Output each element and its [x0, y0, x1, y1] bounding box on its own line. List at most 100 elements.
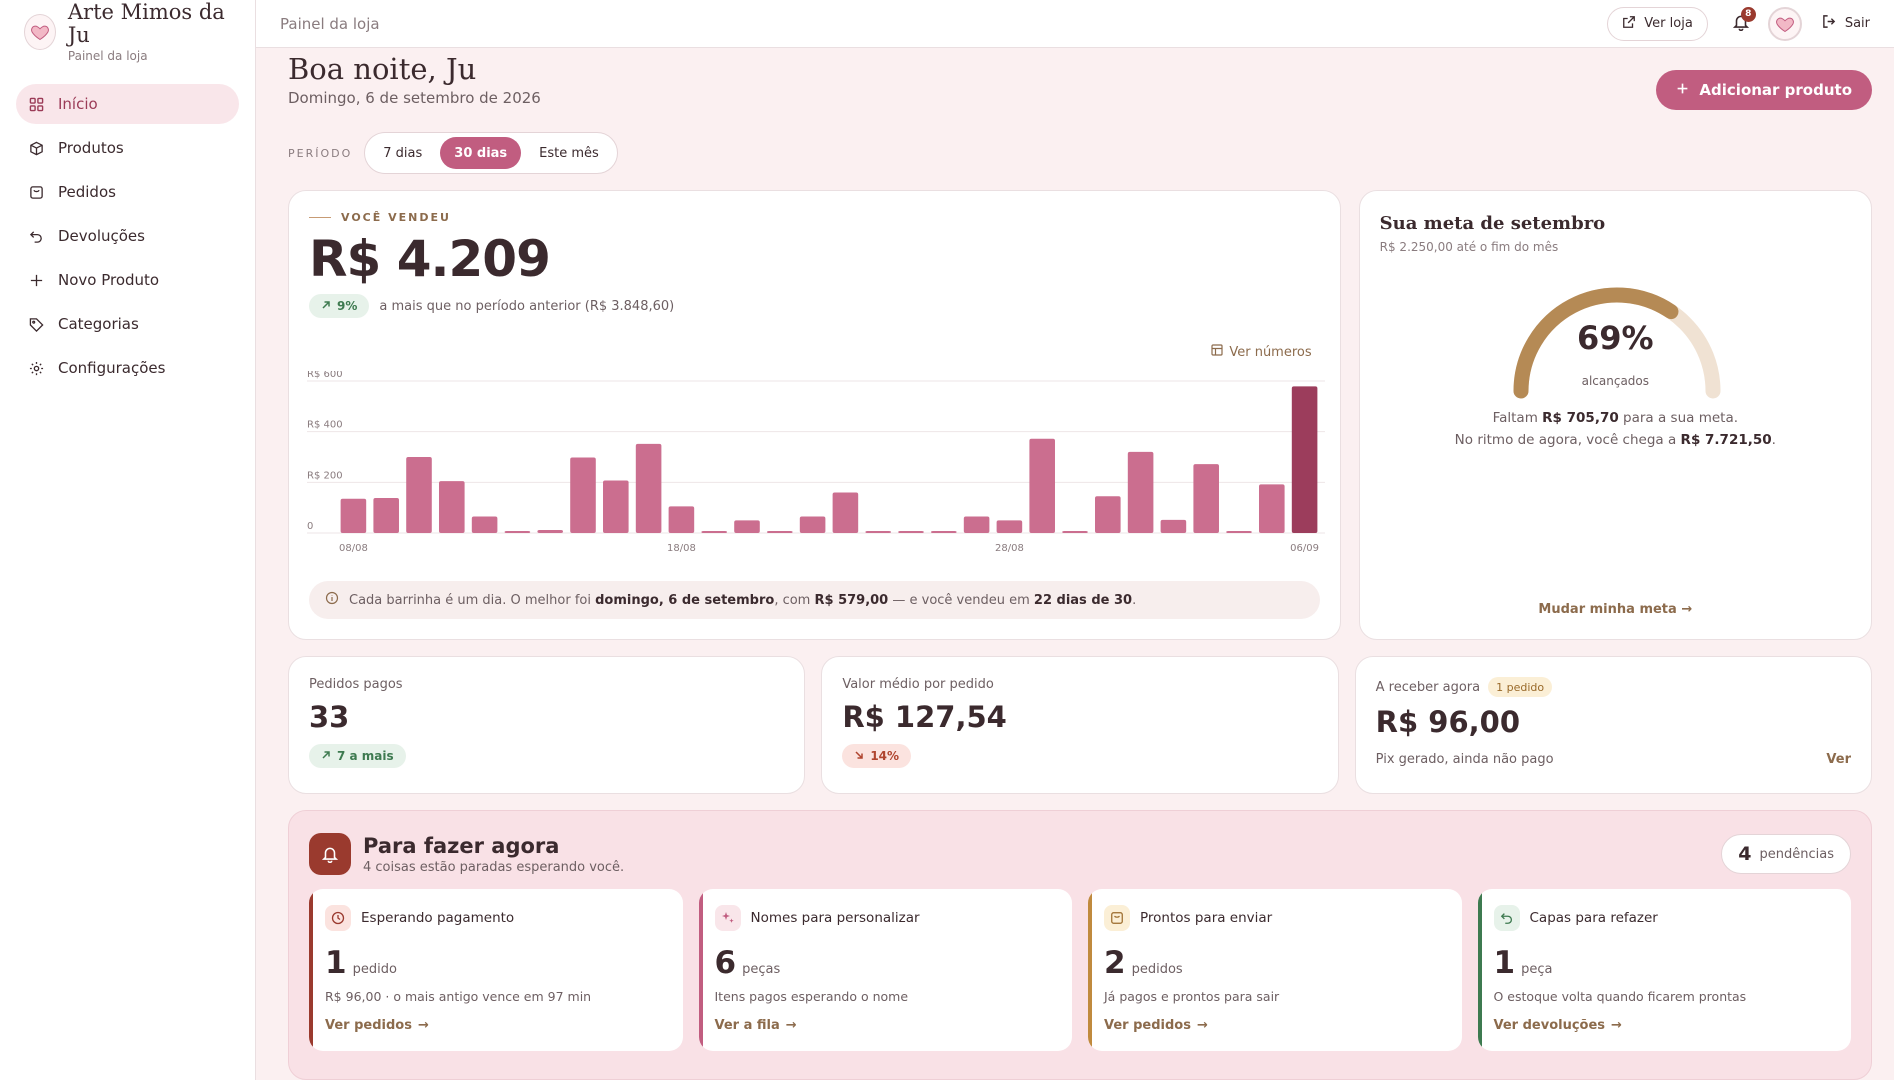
sidebar-item-label: Pedidos — [58, 183, 116, 201]
chart-bar — [537, 529, 563, 533]
period-30-days[interactable]: 30 dias — [440, 137, 522, 169]
stat-trend-value: 14% — [870, 749, 900, 763]
arrow-right-icon: → — [785, 1018, 797, 1033]
task-title: Nomes para personalizar — [750, 910, 920, 926]
todo-subtitle: 4 coisas estão paradas esperando você. — [363, 859, 625, 875]
topbar: Painel da loja Ver loja 8 Sair — [256, 0, 1894, 48]
insight-best-value: R$ 579,00 — [814, 592, 889, 608]
sidebar-item-configuracoes[interactable]: Configurações — [16, 348, 239, 388]
sidebar-item-categorias[interactable]: Categorias — [16, 304, 239, 344]
brand[interactable]: Arte Mimos da Ju Painel da loja — [0, 0, 255, 64]
x-tick-label: 18/08 — [667, 543, 696, 554]
y-tick-label: 0 — [307, 521, 313, 532]
logout-button[interactable]: Sair — [1822, 14, 1870, 33]
goal-title: Sua meta de setembro — [1379, 213, 1606, 234]
chart-bar — [898, 531, 924, 533]
period-this-month[interactable]: Este mês — [539, 145, 599, 161]
task-link[interactable]: Ver pedidos → — [1104, 1018, 1208, 1033]
avatar[interactable] — [1767, 6, 1802, 41]
stat-value: R$ 127,54 — [842, 700, 1007, 734]
chart-bar — [832, 492, 859, 533]
brand-title: Arte Mimos da Ju — [67, 0, 225, 47]
pending-order-tag: 1 pedido — [1488, 677, 1553, 697]
arrow-up-right-icon — [321, 749, 331, 763]
goal-remaining: Faltam R$ 705,70 para a sua meta. — [1360, 407, 1871, 429]
pending-count: 4 pendências — [1721, 834, 1851, 874]
sidebar-nav: Início Produtos Pedidos Devoluções Novo … — [0, 64, 255, 412]
notifications-button[interactable]: 8 — [1724, 6, 1758, 41]
pending-count-label: pendências — [1759, 846, 1834, 862]
arrow-right-icon: → — [1196, 1018, 1208, 1033]
view-store-button[interactable]: Ver loja — [1607, 6, 1708, 41]
task-count: 1 — [1493, 945, 1516, 981]
view-store-label: Ver loja — [1644, 16, 1693, 31]
task-link-label: Ver devoluções — [1493, 1018, 1606, 1033]
stat-footnote: Pix gerado, ainda não pago — [1375, 752, 1554, 767]
goal-text-part: para a sua meta. — [1618, 410, 1739, 426]
stat-trend-badge: 7 a mais — [309, 744, 406, 768]
sidebar-item-label: Configurações — [58, 359, 166, 377]
goal-remaining-value: R$ 705,70 — [1542, 410, 1619, 426]
period-label: PERÍODO — [288, 146, 353, 160]
stat-value: 33 — [309, 700, 350, 734]
task-card-names-to-personalize[interactable]: Nomes para personalizar 6 peças Itens pag… — [698, 889, 1072, 1051]
task-link-label: Ver pedidos — [1104, 1018, 1191, 1033]
chart-bar — [1062, 531, 1088, 533]
arrow-down-right-icon — [854, 749, 864, 763]
period-selector: PERÍODO 7 dias 30 dias Este mês — [288, 132, 1872, 174]
task-card-ready-to-ship[interactable]: Prontos para enviar 2 pedidos Já pagos e … — [1088, 889, 1462, 1051]
goal-text-part: . — [1771, 432, 1776, 448]
sidebar-item-label: Início — [58, 95, 98, 113]
arrow-right-icon: → — [1611, 1018, 1622, 1033]
logout-icon — [1822, 14, 1837, 33]
sales-trend-text: a mais que no período anterior (R$ 3.848… — [379, 298, 675, 314]
chart-bar — [603, 480, 629, 533]
sidebar-item-devolucoes[interactable]: Devoluções — [16, 216, 239, 256]
task-card-awaiting-payment[interactable]: Esperando pagamento 1 pedido R$ 96,00 · o… — [309, 889, 683, 1051]
task-description: Já pagos e prontos para sair — [1104, 989, 1280, 1004]
change-goal-link[interactable]: Mudar minha meta → — [1538, 602, 1693, 617]
task-description: Itens pagos esperando o nome — [714, 989, 909, 1004]
view-numbers-button[interactable]: Ver números — [1211, 344, 1312, 360]
add-product-label: Adicionar produto — [1699, 81, 1852, 99]
insight-best-day: domingo, 6 de setembro — [595, 592, 775, 608]
chart-bar — [406, 457, 432, 533]
clock-icon — [325, 905, 351, 931]
sidebar-item-pedidos[interactable]: Pedidos — [16, 172, 239, 212]
task-title: Esperando pagamento — [361, 910, 515, 926]
sales-trend-value: 9% — [337, 299, 358, 313]
goal-percent-label: alcançados — [1581, 374, 1650, 388]
view-receivable-link[interactable]: Ver — [1826, 752, 1851, 767]
chart-bar — [1029, 438, 1055, 533]
sidebar-item-inicio[interactable]: Início — [16, 84, 239, 124]
task-unit: peça — [1521, 962, 1553, 977]
chart-bar — [1160, 519, 1187, 533]
insight-part: , com — [774, 592, 815, 608]
breadcrumb: Painel da loja — [280, 14, 380, 33]
bag-icon — [28, 184, 44, 200]
add-product-button[interactable]: Adicionar produto — [1656, 70, 1872, 110]
chart-bar — [668, 506, 695, 533]
current-date: Domingo, 6 de setembro de 2026 — [288, 88, 541, 107]
page-title: Boa noite, Ju — [288, 52, 477, 86]
chart-bar — [340, 498, 367, 533]
eyebrow-divider — [309, 217, 331, 218]
task-card-covers-to-redo[interactable]: Capas para refazer 1 peça O estoque volta… — [1477, 889, 1851, 1051]
sidebar-item-label: Novo Produto — [58, 271, 160, 289]
period-7-days[interactable]: 7 dias — [383, 145, 423, 161]
task-link[interactable]: Ver devoluções → — [1494, 1018, 1622, 1033]
task-link[interactable]: Ver a fila → — [715, 1018, 797, 1033]
sales-card: VOCÊ VENDEU R$ 4.209 9% a mais que no pe… — [288, 190, 1341, 640]
stat-card-to-receive: A receber agora 1 pedido R$ 96,00 Pix ge… — [1354, 656, 1872, 794]
tag-icon — [28, 316, 44, 332]
task-count: 1 — [325, 945, 347, 981]
sidebar-item-produtos[interactable]: Produtos — [16, 128, 239, 168]
goal-text-part: No ritmo de agora, você chega a — [1454, 432, 1681, 448]
chart-bar — [635, 443, 662, 533]
stat-trend-value: 7 a mais — [337, 749, 394, 763]
task-link[interactable]: Ver pedidos → — [325, 1018, 429, 1033]
sales-insight: Cada barrinha é um dia. O melhor foi dom… — [309, 581, 1320, 619]
return-icon — [1493, 905, 1520, 931]
sidebar-item-novo-produto[interactable]: Novo Produto — [16, 260, 239, 300]
task-description: R$ 96,00 · o mais antigo vence em 97 min — [325, 989, 592, 1004]
